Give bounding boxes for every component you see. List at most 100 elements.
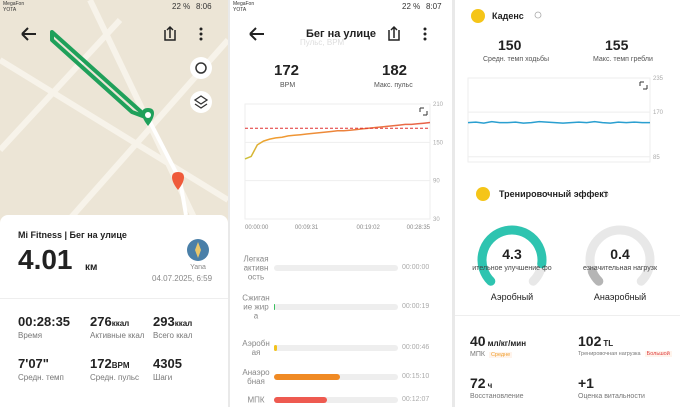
pin-dot bbox=[145, 112, 151, 118]
user-name: Yana bbox=[190, 264, 206, 271]
gauge-arc bbox=[477, 225, 547, 286]
stat-number: 293 bbox=[153, 314, 175, 329]
expand-icon[interactable] bbox=[639, 81, 648, 90]
metric-label-text: Оценка витальности bbox=[578, 393, 645, 400]
menu-button[interactable] bbox=[423, 27, 427, 41]
distance: 4.01 bbox=[18, 244, 73, 275]
stat-label: Активные ккал bbox=[90, 331, 145, 340]
stat-number: 7'07" bbox=[18, 356, 49, 371]
metric-badge: Средне bbox=[488, 352, 513, 358]
stat-value: 4305 bbox=[153, 356, 182, 371]
x-tick-label: 00:28:35 bbox=[407, 225, 431, 231]
gauge-value: 4.3 bbox=[502, 246, 522, 262]
line-chart: 210 150 90 30 00:00:00 00:09:31 00:19:02 00:28:… bbox=[244, 102, 444, 231]
map-screen: MegaFon YOTA 22 % 8:06 Mi Fitness | Бег на у… bbox=[0, 0, 228, 407]
metric-value: 72 ч bbox=[470, 375, 492, 391]
cadence-icon bbox=[471, 9, 485, 23]
finish-pin bbox=[172, 172, 184, 190]
gauge-note: ительное улучшение фо bbox=[472, 265, 552, 272]
info-icon[interactable] bbox=[534, 11, 542, 19]
menu-button[interactable] bbox=[199, 27, 203, 41]
section-title: Каденс bbox=[492, 11, 524, 21]
y-tick-label: 235 bbox=[653, 76, 664, 82]
stat-unit: ккал bbox=[174, 319, 193, 328]
metric-number: +1 bbox=[578, 375, 594, 391]
zone-bar bbox=[274, 374, 340, 380]
zone-label: Аэробная bbox=[242, 339, 270, 357]
metric-number: 40 bbox=[470, 333, 486, 349]
avg-hr: 172 bbox=[274, 62, 300, 79]
locate-icon bbox=[195, 62, 207, 74]
stat-number: 172 bbox=[90, 356, 112, 371]
stat-number: 00:28:35 bbox=[18, 314, 71, 329]
plot-frame bbox=[467, 77, 651, 163]
gauge-note: езначительная нагрузк bbox=[582, 265, 658, 272]
back-button[interactable] bbox=[21, 27, 36, 41]
card-title: Mi Fitness | Бег на улице bbox=[18, 230, 127, 240]
layers-icon bbox=[193, 95, 209, 109]
max-cadence: 155 bbox=[605, 37, 629, 53]
clock: 8:07 bbox=[426, 2, 442, 11]
stat-value: 7'07" bbox=[18, 356, 49, 371]
x-tick-label: 00:00:00 bbox=[245, 225, 269, 231]
stat-label: Средн. темп bbox=[18, 373, 64, 382]
icons bbox=[471, 9, 609, 201]
x-tick-label: 00:09:31 bbox=[295, 225, 319, 231]
stat-value: 276ккал bbox=[90, 314, 129, 329]
max-hr-label: Макс. пульс bbox=[374, 82, 413, 89]
locate-button[interactable] bbox=[190, 57, 212, 79]
divider bbox=[0, 298, 228, 299]
zone-track bbox=[274, 265, 398, 271]
zone-bar bbox=[274, 345, 278, 351]
share-button[interactable] bbox=[164, 25, 176, 41]
metric-badge: Большой bbox=[644, 351, 672, 357]
zone-time: 00:00:19 bbox=[402, 303, 430, 310]
date: 04.07.2025, 6:59 bbox=[152, 274, 213, 283]
share-button[interactable] bbox=[388, 25, 400, 41]
metric-label: Восстановление bbox=[470, 393, 524, 400]
gauge-value: 0.4 bbox=[610, 246, 630, 262]
stat-value: 293ккал bbox=[153, 314, 192, 329]
avg-hr-unit: BPM bbox=[280, 82, 296, 89]
toolbar bbox=[249, 25, 427, 41]
plot-frame bbox=[244, 103, 431, 220]
battery: 22 % bbox=[402, 2, 421, 11]
zone-time: 00:12:07 bbox=[402, 396, 430, 403]
carrier: YOTA bbox=[3, 7, 17, 13]
stat-number: 4305 bbox=[153, 356, 182, 371]
heart-rate-screen: MegaFon YOTA 22 % 8:07 Пульс, BPM Бег на улиц… bbox=[230, 0, 452, 407]
line-chart: 235 170 85 bbox=[467, 76, 664, 163]
metric-unit: ч bbox=[487, 381, 493, 390]
metric-label: МПК Средне bbox=[470, 351, 513, 358]
zone-label: Сжигание жира bbox=[242, 293, 270, 321]
carrier: YOTA bbox=[233, 7, 247, 13]
screen-title: Бег на улице bbox=[305, 28, 377, 40]
zone-time: 00:00:00 bbox=[402, 264, 430, 271]
stat-label: Время bbox=[18, 331, 43, 340]
y-tick-label: 210 bbox=[433, 102, 444, 108]
metric-label-text: МПК bbox=[470, 351, 485, 358]
training-icon bbox=[476, 187, 490, 201]
metric-label-text: Тренировочная нагрузка bbox=[578, 351, 641, 357]
stat-number: 276 bbox=[90, 314, 112, 329]
stat-label: Всего ккал bbox=[153, 331, 193, 340]
expand-icon[interactable] bbox=[419, 107, 428, 116]
data-line bbox=[244, 121, 431, 160]
carrier: MegaFon bbox=[233, 1, 255, 7]
zone-bar bbox=[274, 304, 276, 310]
faded-title: Пульс, BPM bbox=[300, 38, 345, 47]
y-tick-label: 150 bbox=[433, 140, 444, 146]
stat-unit: BPM bbox=[111, 361, 130, 370]
max-hr: 182 bbox=[382, 62, 408, 79]
layers-button[interactable] bbox=[190, 91, 212, 113]
back-button[interactable] bbox=[249, 27, 264, 41]
stat-unit: ккал bbox=[111, 319, 130, 328]
zone-track bbox=[274, 397, 398, 403]
data-line bbox=[467, 120, 650, 124]
y-tick-label: 90 bbox=[433, 179, 440, 185]
info-icon[interactable] bbox=[601, 190, 609, 198]
metric-number: 72 bbox=[470, 375, 486, 391]
metric-label: Тренировочная нагрузка Большой bbox=[578, 351, 672, 357]
gauge-track bbox=[585, 225, 655, 286]
